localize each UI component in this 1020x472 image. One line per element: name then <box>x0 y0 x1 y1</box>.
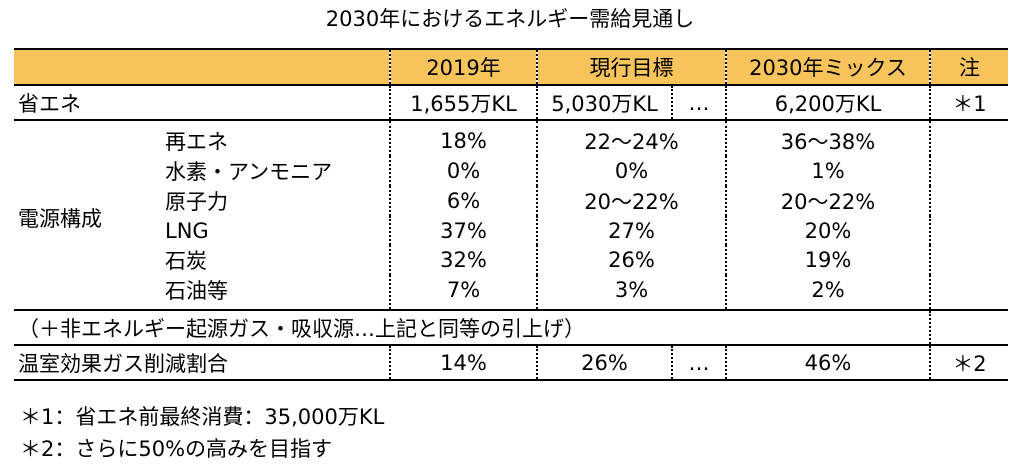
cell-2019: 0% <box>389 156 537 186</box>
power-source-label: 水素・アンモニア <box>165 160 333 184</box>
cell-2019: 14% <box>389 345 537 381</box>
cell-2019: 32% <box>389 245 537 275</box>
cell-2019: 6% <box>389 186 537 216</box>
table-row-power: LNG 37% 27% 20% <box>14 216 1008 245</box>
cell-2030: 46% <box>725 345 930 381</box>
non-energy-note: （＋非エネルギー起源ガス・吸収源…上記と同等の引上げ） <box>14 310 930 346</box>
header-empty-cell <box>14 48 390 86</box>
cell-current: 0% <box>536 156 726 186</box>
table-header-row: 2019年 現行目標 2030年ミックス 注 <box>14 48 1008 86</box>
power-source-label: 石炭 <box>165 249 207 273</box>
cell-note: ＊2 <box>929 345 1008 381</box>
cell-current: 22～24% <box>536 120 726 156</box>
header-2019: 2019年 <box>389 48 537 86</box>
power-source-label: 再エネ <box>165 130 228 154</box>
cell-note <box>929 245 1008 275</box>
cell-current: 3% <box>536 275 726 311</box>
cell-note <box>929 186 1008 216</box>
page-title: 2030年におけるエネルギー需給見通し <box>325 7 695 31</box>
row-label-power-mix: 電源構成 <box>14 120 161 311</box>
table-row-energy-saving: 省エネ 1,655万KL 5,030万KL … 6,200万KL ＊1 <box>14 85 1008 121</box>
footnotes: ＊1：省エネ前最終消費：35,000万KL ＊2：さらに50%の高みを目指す <box>20 401 384 465</box>
table-row-power: 石炭 32% 26% 19% <box>14 245 1008 275</box>
cell-note: ＊1 <box>929 85 1008 121</box>
cell-2019: 1,655万KL <box>389 85 537 121</box>
cell-ellipsis: … <box>671 85 726 121</box>
cell-note <box>929 275 1008 311</box>
header-2030-mix: 2030年ミックス <box>725 48 930 86</box>
cell-2030: 1% <box>725 156 930 186</box>
cell-2030: 20～22% <box>725 186 930 216</box>
cell-note <box>929 120 1008 156</box>
cell-2030: 36～38% <box>725 120 930 156</box>
row-label-energy-saving: 省エネ <box>14 85 390 121</box>
cell-current: 26% <box>536 245 726 275</box>
cell-2030: 2% <box>725 275 930 311</box>
cell-2030: 6,200万KL <box>725 85 930 121</box>
cell-2030: 19% <box>725 245 930 275</box>
footnote-1: ＊1：省エネ前最終消費：35,000万KL <box>20 405 385 429</box>
cell-ellipsis: … <box>671 345 726 381</box>
table-row-ghg-reduction: 温室効果ガス削減割合 14% 26% … 46% ＊2 <box>14 345 1008 381</box>
table-row-power: 石油等 7% 3% 2% <box>14 275 1008 311</box>
cell-2019: 18% <box>389 120 537 156</box>
cell-2019: 37% <box>389 216 537 245</box>
cell-note <box>929 310 1008 346</box>
header-current-target: 現行目標 <box>536 48 726 86</box>
power-source-label: 石油等 <box>161 275 390 311</box>
cell-current: 26% <box>536 345 672 381</box>
cell-note <box>929 216 1008 245</box>
cell-note <box>929 156 1008 186</box>
cell-current: 27% <box>536 216 726 245</box>
cell-current: 20～22% <box>536 186 726 216</box>
table-row-power: 原子力 6% 20～22% 20～22% <box>14 186 1008 216</box>
row-label-ghg-reduction: 温室効果ガス削減割合 <box>14 345 390 381</box>
footnote-2: ＊2：さらに50%の高みを目指す <box>20 437 333 461</box>
cell-2019: 7% <box>389 275 537 311</box>
table-row-power: 水素・アンモニア 0% 0% 1% <box>14 156 1008 186</box>
energy-outlook-table: 2019年 現行目標 2030年ミックス 注 省エネ 1,655万KL 5,03… <box>14 48 1008 381</box>
table-row-power: 電源構成 再エネ 18% 22～24% 36～38% <box>14 120 1008 311</box>
table-row-non-energy: （＋非エネルギー起源ガス・吸収源…上記と同等の引上げ） <box>14 310 1008 346</box>
power-source-label: 原子力 <box>165 190 228 214</box>
power-source-label: LNG <box>165 218 209 243</box>
cell-current: 5,030万KL <box>536 85 672 121</box>
cell-2030: 20% <box>725 216 930 245</box>
header-note: 注 <box>929 48 1008 86</box>
